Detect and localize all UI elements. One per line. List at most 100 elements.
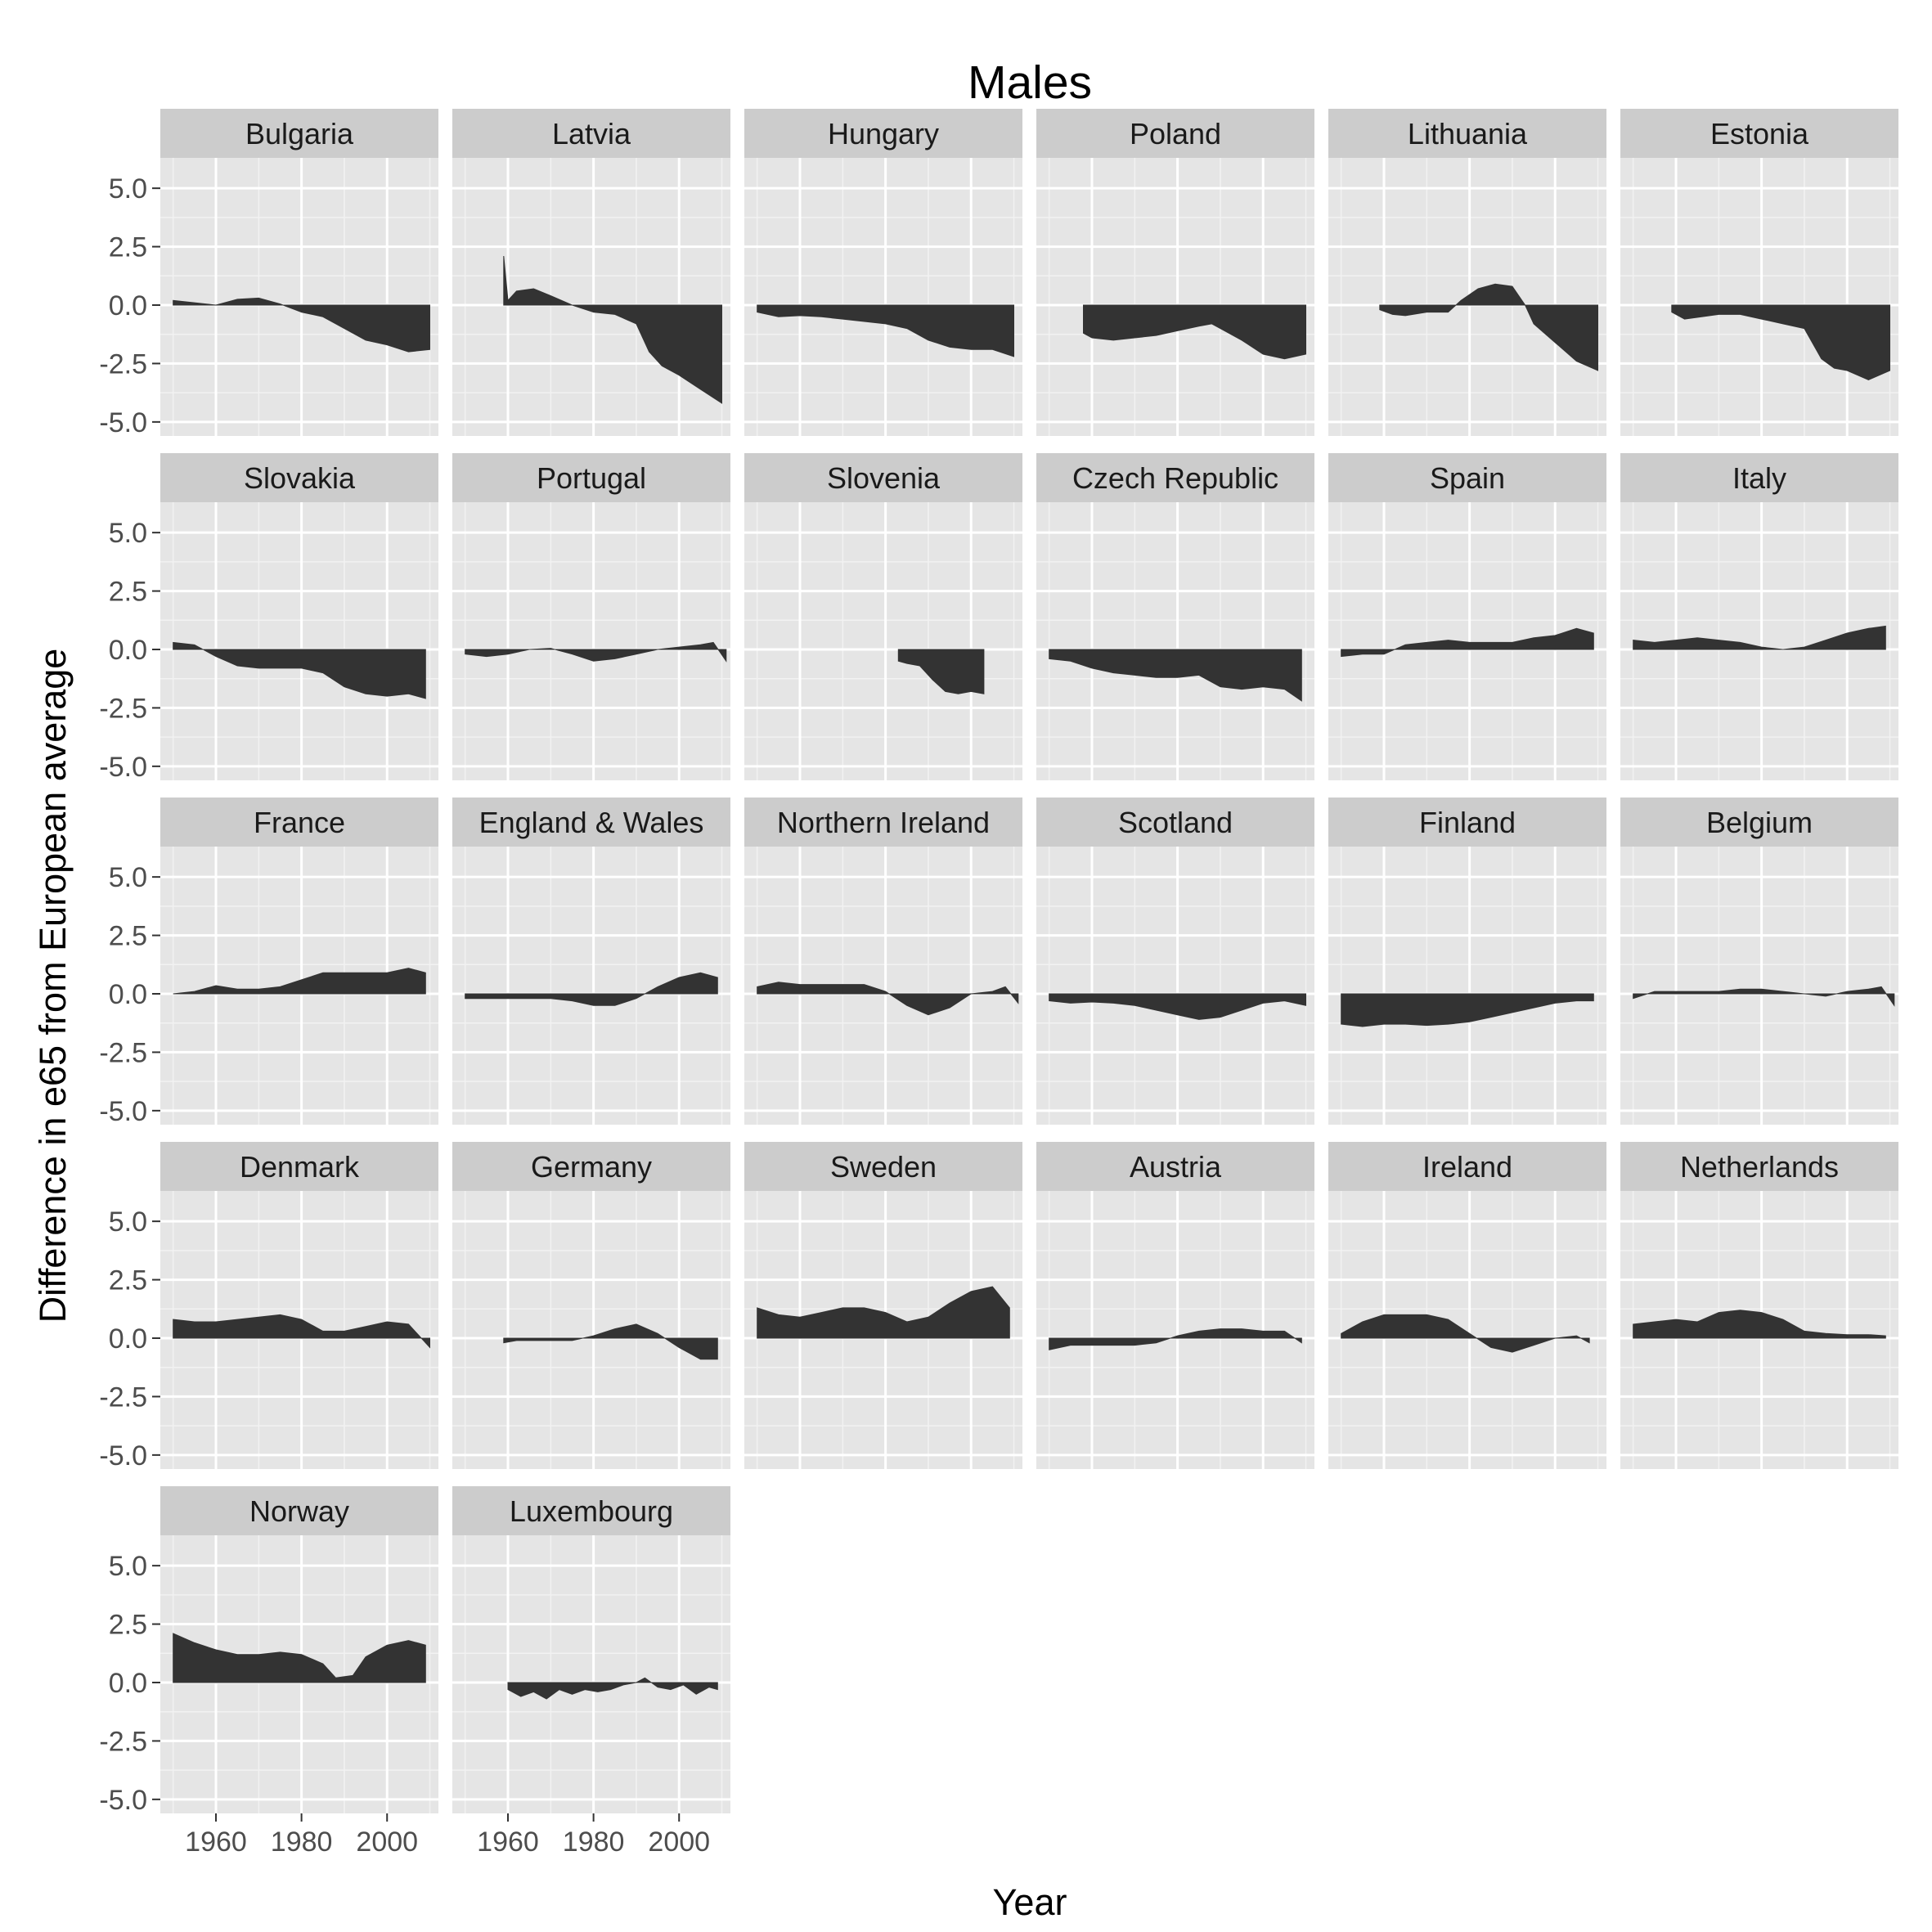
facet-panel: Spain — [1328, 453, 1606, 780]
area-series — [503, 1323, 718, 1360]
y-tick-label: -5.0 — [99, 1440, 147, 1471]
area-series — [173, 1314, 430, 1349]
y-tick-label: 0.0 — [109, 1668, 147, 1699]
facet-label: Poland — [1130, 117, 1221, 151]
chart-title: Males — [968, 56, 1092, 109]
facet-panel: Italy — [1620, 453, 1898, 780]
facet-label: Slovenia — [827, 461, 941, 495]
facet-strip — [452, 1142, 730, 1191]
area-series — [173, 641, 426, 699]
facet-strip — [1036, 109, 1314, 158]
x-tick-label: 1980 — [271, 1826, 333, 1858]
area-series — [897, 649, 985, 694]
facet-strip — [744, 453, 1022, 502]
panel-background — [1036, 158, 1314, 436]
facet-label: Belgium — [1706, 806, 1813, 839]
x-tick-label: 1960 — [185, 1826, 247, 1858]
area-series — [1633, 1310, 1886, 1339]
y-tick-label: -5.0 — [99, 1096, 147, 1127]
y-tick-label: -2.5 — [99, 1037, 147, 1068]
facet-panel: Hungary — [744, 109, 1022, 436]
facet-strip — [1620, 1142, 1898, 1191]
facet-strip — [452, 1486, 730, 1535]
panel-background — [744, 158, 1022, 436]
facet-strip — [160, 798, 438, 847]
area-series — [1341, 993, 1594, 1027]
panel-background — [452, 1535, 730, 1813]
facet-label: Finland — [1419, 806, 1516, 839]
y-tick-label: 0.0 — [109, 635, 147, 666]
y-tick-label: 5.0 — [109, 1206, 147, 1238]
facet-label: Latvia — [552, 117, 631, 151]
facet-panel: Poland — [1036, 109, 1314, 436]
panel-background — [452, 502, 730, 780]
facet-panel: Estonia — [1620, 109, 1898, 436]
area-series — [1633, 986, 1895, 1007]
panel-background — [1328, 847, 1606, 1125]
y-tick-label: 2.5 — [109, 921, 147, 952]
y-tick-label: 2.5 — [109, 1265, 147, 1296]
facet-panel: Slovenia — [744, 453, 1022, 780]
area-series — [1379, 283, 1598, 371]
panel-background — [160, 158, 438, 436]
facet-strip — [452, 109, 730, 158]
x-axis-title: Year — [993, 1881, 1067, 1923]
area-series — [1341, 627, 1594, 658]
facet-panel: Lithuania — [1328, 109, 1606, 436]
facet-label: Norway — [249, 1494, 349, 1528]
area-series — [1049, 1328, 1302, 1350]
facet-strip — [1328, 453, 1606, 502]
x-tick-label: 2000 — [648, 1826, 710, 1858]
area-series — [465, 972, 718, 1006]
facet-panel: Ireland — [1328, 1142, 1606, 1469]
area-series — [1633, 625, 1886, 650]
facet-panel: Norway -5.0 -2.5 0.0 2.5 5.0 1960 1980 2000 — [99, 1486, 438, 1858]
facet-panel: Latvia — [452, 109, 730, 436]
y-tick-label: -2.5 — [99, 348, 147, 380]
facet-strip — [1620, 109, 1898, 158]
facet-panels: Bulgaria -5.0 -2.5 0.0 2.5 5.0 Latvia Hungary Po… — [99, 109, 1898, 1858]
facet-label: Spain — [1430, 461, 1505, 495]
facet-strip — [1036, 798, 1314, 847]
area-series — [503, 255, 722, 404]
facet-panel: Northern Ireland — [744, 798, 1022, 1125]
facet-label: France — [254, 806, 345, 839]
facet-strip — [1036, 453, 1314, 502]
facet-strip — [452, 453, 730, 502]
facet-strip — [744, 109, 1022, 158]
area-series — [1049, 993, 1306, 1020]
facet-label: Portugal — [537, 461, 646, 495]
y-tick-label: 5.0 — [109, 173, 147, 204]
panel-background — [452, 1191, 730, 1469]
facet-label: Czech Republic — [1072, 461, 1278, 495]
facet-panel: Austria — [1036, 1142, 1314, 1469]
facet-strip — [744, 798, 1022, 847]
facet-strip — [1620, 798, 1898, 847]
y-tick-label: -2.5 — [99, 1726, 147, 1757]
y-tick-label: 5.0 — [109, 518, 147, 549]
facet-panel: Belgium — [1620, 798, 1898, 1125]
facet-panel: Finland — [1328, 798, 1606, 1125]
y-tick-label: 2.5 — [109, 232, 147, 263]
x-tick-label: 1980 — [563, 1826, 625, 1858]
facet-panel: Bulgaria -5.0 -2.5 0.0 2.5 5.0 — [99, 109, 438, 438]
facet-label: Slovakia — [244, 461, 356, 495]
facet-panel: Slovakia -5.0 -2.5 0.0 2.5 5.0 — [99, 453, 438, 783]
y-tick-label: 5.0 — [109, 862, 147, 893]
facet-strip — [1036, 1142, 1314, 1191]
y-tick-label: 5.0 — [109, 1551, 147, 1582]
facet-label: Luxembourg — [510, 1494, 673, 1528]
facet-panel: England & Wales — [452, 798, 730, 1125]
facet-label: Italy — [1732, 461, 1786, 495]
facet-label: Bulgaria — [245, 117, 354, 151]
area-series — [1083, 304, 1306, 360]
facet-panel: Luxembourg 1960 1980 2000 — [452, 1486, 730, 1858]
y-tick-label: -5.0 — [99, 1785, 147, 1816]
facet-strip — [1328, 1142, 1606, 1191]
area-series — [173, 297, 430, 353]
facet-panel: Denmark -5.0 -2.5 0.0 2.5 5.0 — [99, 1142, 438, 1471]
facet-panel: Sweden — [744, 1142, 1022, 1469]
facet-strip — [160, 453, 438, 502]
facet-strip — [744, 1142, 1022, 1191]
area-series — [757, 1286, 1010, 1339]
